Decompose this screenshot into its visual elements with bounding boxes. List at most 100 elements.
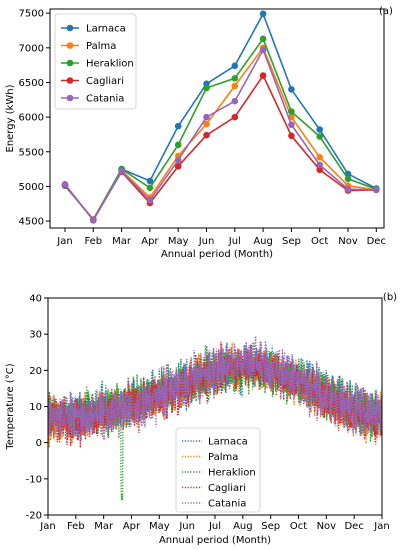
energy-legend-marker-heraklion: [66, 59, 74, 67]
energy-point-catania: [259, 46, 267, 54]
temperature-y-tick-label: 20: [29, 366, 42, 377]
temperature-series-group: [48, 335, 382, 501]
energy-point-heraklion: [344, 175, 352, 183]
energy-y-axis-label: Energy (kWh): [5, 84, 16, 152]
temperature-x-tick-label: Feb: [67, 521, 85, 532]
energy-series-line-catania: [64, 47, 377, 222]
energy-x-tick-label: Mar: [112, 236, 132, 247]
energy-point-catania: [231, 97, 239, 105]
temperature-x-tick-label: Jan: [39, 521, 55, 532]
temperature-y-axis-label: Temperature (°C): [5, 363, 16, 450]
energy-point-catania: [174, 156, 182, 164]
energy-point-heraklion: [174, 141, 182, 149]
energy-point-catania: [146, 196, 154, 204]
energy-point-palma: [231, 82, 239, 90]
energy-point-heraklion: [146, 184, 154, 192]
temperature-x-axis-label: Annual period (Month): [159, 535, 271, 546]
energy-x-tick-label: Jan: [56, 236, 72, 247]
temperature-x-tick-label: May: [149, 521, 170, 532]
temperature-y-tick-label: 10: [29, 402, 42, 413]
temperature-x-axis: Jan Feb Mar Apr May Jun Jul Aug Sep Oct Nov Dec Jan: [39, 515, 390, 532]
temperature-y-tick-label: -20: [26, 511, 42, 522]
energy-y-tick-label: 7500: [19, 9, 44, 20]
panel-label-a: (a): [379, 6, 393, 17]
energy-legend-marker-catania: [66, 94, 74, 102]
energy-point-cagliari: [288, 132, 295, 140]
energy-legend-label: Cagliari: [86, 76, 124, 87]
energy-legend-label: Larnaca: [86, 24, 126, 35]
energy-x-tick-label: Nov: [338, 236, 358, 247]
energy-y-tick-label: 6500: [19, 78, 44, 89]
temperature-legend-label: Heraklion: [208, 468, 256, 479]
energy-y-tick-label: 5500: [19, 147, 44, 158]
energy-series-line-heraklion: [64, 37, 377, 222]
energy-point-heraklion: [316, 133, 324, 140]
energy-plot-frame: [49, 8, 385, 229]
energy-point-heraklion: [288, 108, 295, 115]
energy-y-tick-label: 5000: [19, 182, 44, 193]
energy-x-tick-label: Sep: [282, 236, 301, 247]
temperature-x-tick-label: Aug: [233, 521, 253, 532]
temperature-panel: (b) -20 -10 0 10 20 30 40 Jan Feb Mar Apr May Jun Ju…: [5, 292, 397, 546]
temperature-y-tick-label: -10: [26, 474, 42, 485]
energy-point-catania: [61, 181, 69, 188]
energy-point-cagliari: [259, 72, 267, 79]
energy-legend-label: Palma: [86, 41, 116, 52]
energy-y-tick-label: 7000: [19, 43, 44, 54]
energy-point-palma: [203, 120, 210, 128]
temperature-legend-label: Palma: [208, 452, 238, 463]
energy-legend-box: [54, 13, 137, 110]
panel-label-b: (b): [383, 292, 397, 303]
energy-x-tick-label: Apr: [141, 236, 159, 247]
temperature-x-tick-label: Nov: [317, 521, 337, 532]
energy-x-tick-label: Jul: [228, 236, 241, 247]
temperature-legend-label: Catania: [208, 499, 246, 510]
energy-point-catania: [118, 167, 125, 175]
energy-point-larnaca: [231, 62, 239, 70]
energy-point-catania: [90, 217, 97, 224]
energy-x-tick-label: Oct: [311, 236, 328, 247]
energy-x-tick-label: Jun: [198, 236, 215, 247]
energy-point-cagliari: [231, 113, 239, 121]
temperature-y-axis: -20 -10 0 10 20 30 40: [26, 294, 48, 522]
energy-point-larnaca: [174, 122, 182, 130]
energy-legend-marker-larnaca: [66, 24, 74, 32]
energy-point-heraklion: [259, 35, 267, 43]
energy-x-tick-label: Dec: [367, 236, 386, 247]
energy-point-heraklion: [203, 84, 210, 92]
energy-x-axis: Jan Feb Mar Apr May Jun Jul Aug Sep Oct Nov Dec: [56, 228, 386, 247]
temperature-legend: Larnaca Palma Heraklion Cagliari Catania: [175, 427, 261, 513]
temperature-y-tick-label: 30: [29, 330, 42, 341]
energy-y-tick-label: 4500: [19, 217, 44, 228]
temperature-x-tick-label: Oct: [290, 521, 307, 532]
energy-y-axis: 4500 5000 5500 6000 6500 7000 7500: [19, 9, 50, 228]
energy-point-cagliari: [203, 131, 210, 139]
energy-x-tick-label: Aug: [253, 236, 273, 247]
temperature-x-tick-label: Dec: [344, 521, 363, 532]
energy-legend-label: Heraklion: [86, 59, 134, 70]
temperature-x-tick-label: Jun: [178, 521, 195, 532]
energy-x-tick-label: Feb: [84, 236, 102, 247]
energy-panel: (a) 4500 5000 5500 6000 6500 7000 7500 Jan Feb M…: [5, 6, 393, 260]
temperature-legend-label: Cagliari: [208, 483, 246, 494]
energy-point-cagliari: [174, 163, 182, 170]
energy-series-group: [61, 10, 380, 224]
energy-legend-label: Catania: [86, 94, 124, 105]
energy-legend: Larnaca Palma Heraklion Cagliari Catania: [54, 13, 137, 110]
energy-point-catania: [344, 185, 352, 193]
energy-x-axis-label: Annual period (Month): [161, 249, 273, 260]
energy-point-larnaca: [288, 86, 295, 93]
energy-point-catania: [203, 113, 210, 121]
energy-legend-marker-palma: [66, 42, 74, 49]
temperature-series-line-catania: [48, 335, 382, 441]
energy-point-heraklion: [231, 75, 239, 82]
temperature-legend-box: [175, 427, 261, 513]
energy-point-catania: [373, 186, 380, 194]
temperature-x-tick-label: Jul: [208, 521, 221, 532]
energy-y-tick-label: 6000: [19, 113, 44, 124]
energy-point-palma: [316, 154, 324, 161]
temperature-y-tick-label: 0: [36, 438, 42, 449]
temperature-x-tick-label: Apr: [123, 521, 141, 532]
temperature-legend-label: Larnaca: [208, 437, 248, 448]
